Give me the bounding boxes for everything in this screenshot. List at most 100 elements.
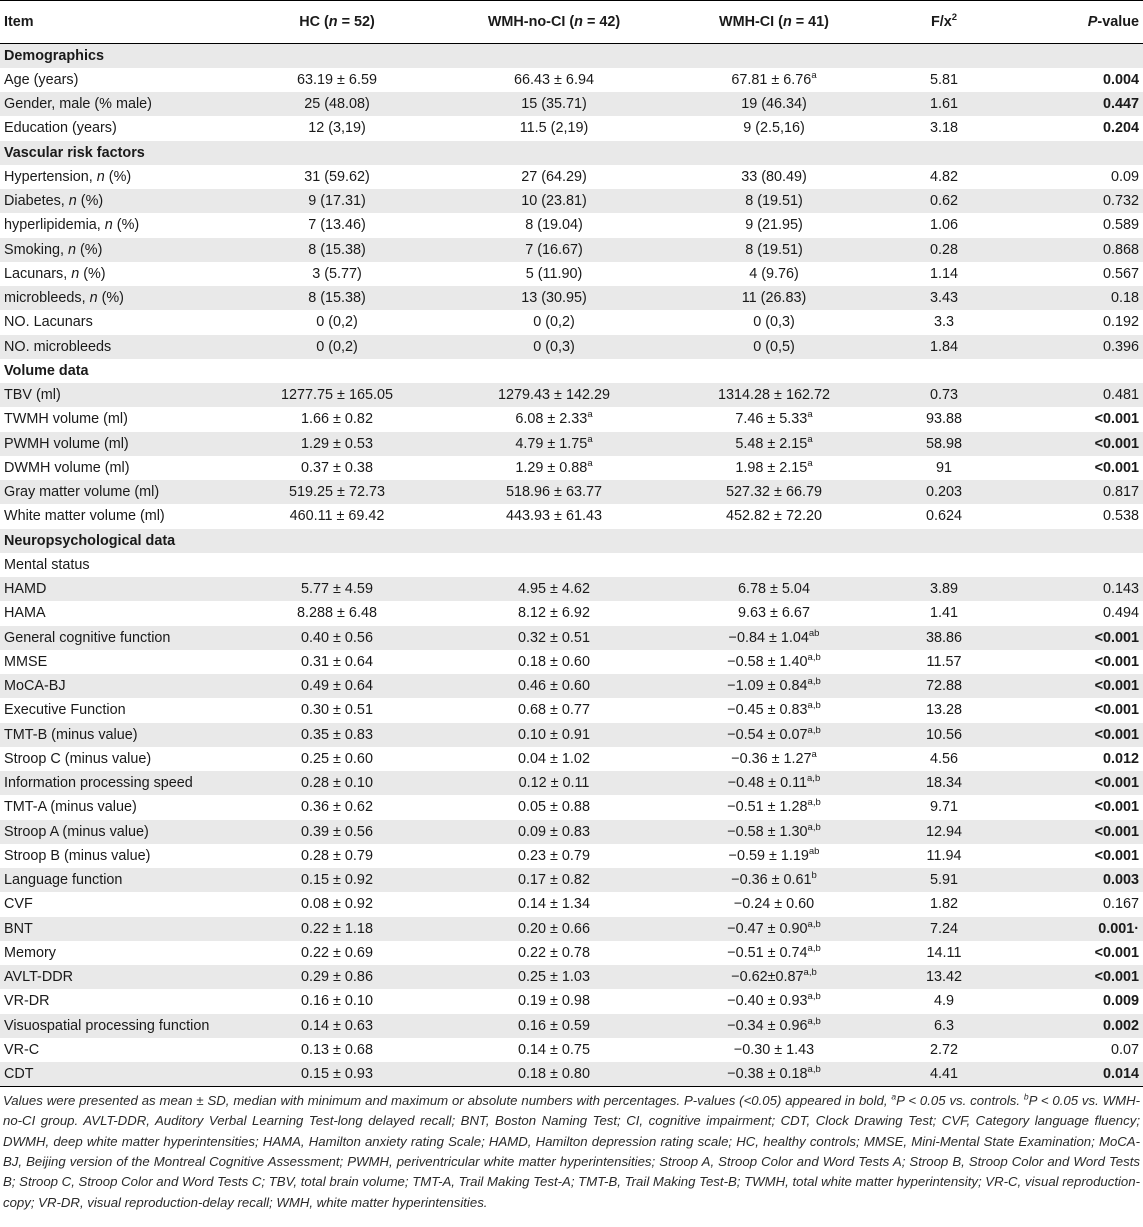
cell-hc: 31 (59.62): [304, 168, 370, 185]
cell-f: 1.41: [929, 605, 958, 622]
cell-p-value: <0.001: [1094, 459, 1139, 476]
cell-f: 10.56: [879, 722, 1009, 747]
cell-hc: 460.11 ± 69.42: [289, 508, 385, 525]
cell-p-value: 0.192: [1102, 314, 1139, 331]
cell-p-value: 0.18: [1009, 286, 1143, 311]
cell-wmh-ci: 0 (0,3): [753, 314, 795, 331]
superscript: a,b: [807, 724, 821, 736]
cell-wmh-no-ci: 4.95 ± 4.62: [439, 577, 669, 602]
italic-n: n: [68, 241, 77, 258]
row-label: VR-DR: [4, 993, 50, 1010]
cell-p-value: <0.001: [1009, 819, 1143, 844]
table-row: Stroop C (minus value) 0.25 ± 0.60 0.04 ± …: [0, 747, 1143, 771]
cell-hc: 519.25 ± 72.73: [235, 480, 439, 505]
cell-p-value: <0.001: [1094, 653, 1139, 670]
section-heading: Volume data: [4, 362, 89, 379]
row-label: Visuospatial processing function: [0, 1013, 235, 1038]
cell-wmh-ci: 33 (80.49): [741, 168, 807, 185]
cell-wmh-ci: 19 (46.34): [669, 92, 879, 117]
table-row: Visuospatial processing function 0.14 ± 0…: [0, 1013, 1143, 1038]
cell-p-value: 0.002: [1009, 1013, 1143, 1038]
cell-p-value: <0.001: [1009, 771, 1143, 796]
footnote-text: Values were presented as mean ± SD, medi…: [3, 1092, 892, 1108]
cell-f: 0.624: [925, 508, 962, 525]
superscript: a,b: [803, 967, 817, 979]
table-row: VR-DR 0.16 ± 0.10 0.19 ± 0.98 −0.40 ± 0.93a…: [0, 989, 1143, 1013]
section-row: Volume data: [0, 359, 1143, 383]
cell-p-value: <0.001: [1094, 799, 1139, 816]
cell-wmh-no-ci: 8.12 ± 6.92: [518, 605, 590, 622]
cell-wmh-no-ci: 0.32 ± 0.51: [439, 625, 669, 650]
cell-wmh-ci: 0 (0,5): [669, 334, 879, 359]
cell-wmh-ci: −0.62±0.87a,b: [669, 965, 879, 990]
cell-hc: 8 (15.38): [235, 237, 439, 262]
cell-f: 72.88: [879, 674, 1009, 699]
superscript: ab: [808, 627, 820, 639]
cell-f: 1.61: [879, 92, 1009, 117]
cell-wmh-no-ci: 0.46 ± 0.60: [439, 674, 669, 699]
cell-wmh-no-ci: 6.08 ± 2.33a: [515, 409, 593, 428]
section-row: Vascular risk factors: [0, 140, 1143, 165]
cell-wmh-ci: −0.51 ± 0.74a,b: [727, 943, 821, 961]
cell-f: 0.62: [879, 189, 1009, 214]
cell-p-value: 0.003: [1009, 868, 1143, 893]
cell-f: 3.18: [929, 120, 958, 137]
cell-p-value: <0.001: [1009, 674, 1143, 699]
cell-p-value: 0.09: [1110, 168, 1139, 185]
header-f-sup: 2: [951, 12, 958, 24]
cell-p-value: 0.589: [1102, 217, 1139, 234]
superscript: a,b: [807, 1015, 821, 1027]
superscript: a,b: [807, 943, 821, 955]
table-row: CDT 0.15 ± 0.93 0.18 ± 0.80 −0.38 ± 0.18a,b…: [0, 1062, 1143, 1087]
cell-f: 1.14: [929, 265, 958, 282]
cell-hc: 0.15 ± 0.93: [235, 1062, 439, 1087]
header-wmh-no-ci: WMH-no-CI (n = 42): [439, 0, 669, 44]
cell-hc: 0.28 ± 0.10: [235, 771, 439, 796]
cell-wmh-ci: −0.24 ± 0.60: [733, 896, 815, 913]
table-row: Stroop A (minus value) 0.39 ± 0.56 0.09 ± …: [0, 819, 1143, 844]
cell-wmh-ci: −0.59 ± 1.19ab: [728, 846, 820, 864]
row-label: microbleeds, n (%): [0, 286, 235, 311]
cell-wmh-ci: −0.54 ± 0.07a,b: [669, 722, 879, 747]
cell-wmh-no-ci: 5 (11.90): [525, 265, 583, 282]
cell-hc: 63.19 ± 6.59: [297, 71, 377, 88]
cell-f: 58.98: [879, 431, 1009, 456]
cell-p-value: 0.001·: [1009, 916, 1143, 941]
cell-f: 4.9: [933, 993, 954, 1010]
cell-f: 13.42: [879, 965, 1009, 990]
cell-wmh-ci: −0.58 ± 1.40a,b: [727, 652, 821, 670]
header-f-statistic: F/x2: [879, 0, 1009, 44]
cell-wmh-ci: 6.78 ± 5.04: [669, 577, 879, 602]
table-row: HAMA 8.288 ± 6.48 8.12 ± 6.92 9.63 ± 6.67 1.…: [0, 601, 1143, 625]
row-label: Smoking, n (%): [0, 237, 235, 262]
table-footnote: Values were presented as mean ± SD, medi…: [0, 1087, 1143, 1213]
cell-wmh-ci: 1314.28 ± 162.72: [669, 383, 879, 408]
cell-hc: 0.36 ± 0.62: [301, 799, 373, 816]
cell-f: 13.28: [925, 702, 962, 719]
superscript: a,b: [807, 773, 821, 785]
cell-p-value: 0.868: [1009, 237, 1143, 262]
table-row: Education (years) 12 (3,19) 11.5 (2,19) 9 (…: [0, 116, 1143, 140]
superscript: a: [587, 409, 593, 421]
cell-wmh-no-ci: 0.05 ± 0.88: [518, 799, 590, 816]
cell-wmh-no-ci: 11.5 (2,19): [519, 120, 589, 137]
cell-p-value: 0.538: [1102, 508, 1139, 525]
table-row: Memory 0.22 ± 0.69 0.22 ± 0.78 −0.51 ± 0.74…: [0, 941, 1143, 965]
row-label: Lacunars, n (%): [4, 265, 106, 282]
row-label: Gray matter volume (ml): [0, 480, 235, 505]
footnote-text: P < 0.05 vs. controls.: [896, 1092, 1024, 1108]
cell-f: 3.3: [933, 314, 954, 331]
cell-hc: 0.28 ± 0.79: [301, 847, 373, 864]
section-heading: Neuropsychological data: [0, 528, 1143, 553]
table-row: HAMD 5.77 ± 4.59 4.95 ± 4.62 6.78 ± 5.04 3.8…: [0, 577, 1143, 602]
cell-wmh-ci: −0.51 ± 1.28a,b: [727, 797, 821, 816]
row-label: Age (years): [4, 71, 79, 88]
row-label: Stroop B (minus value): [4, 847, 151, 864]
row-label: White matter volume (ml): [4, 508, 165, 525]
table-row: VR-C 0.13 ± 0.68 0.14 ± 0.75 −0.30 ± 1.43 2.…: [0, 1038, 1143, 1062]
table-row: TWMH volume (ml) 1.66 ± 0.82 6.08 ± 2.33a 7…: [0, 407, 1143, 431]
cell-wmh-no-ci: 0.12 ± 0.11: [439, 771, 669, 796]
cell-wmh-no-ci: 0.20 ± 0.66: [439, 916, 669, 941]
cell-wmh-no-ci: 7 (16.67): [439, 237, 669, 262]
cell-hc: 0.22 ± 1.18: [235, 916, 439, 941]
